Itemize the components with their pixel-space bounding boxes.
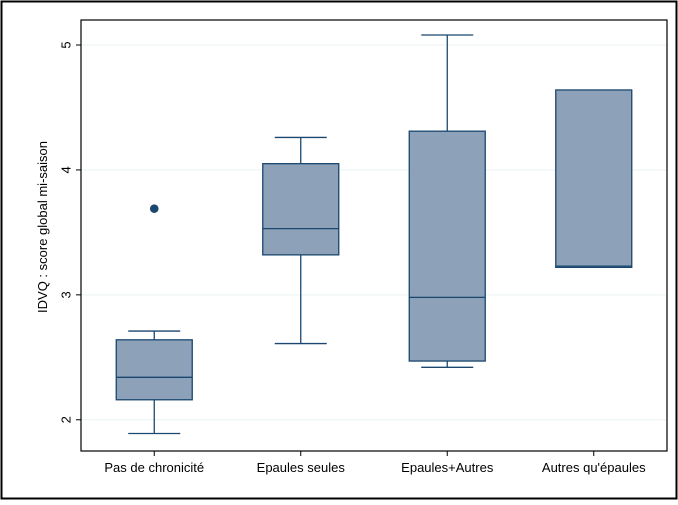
box-iqr <box>408 130 486 362</box>
y-axis-ticks: 2 3 4 5 <box>58 41 81 423</box>
x-axis-ticks: Pas de chronicité Epaules seules Epaules+A… <box>104 451 646 475</box>
x-tick-label: Epaules seules <box>257 460 346 475</box>
plot-frame <box>80 19 668 452</box>
box-group <box>115 204 193 435</box>
box-group <box>555 89 633 269</box>
grid-lines <box>81 44 667 421</box>
x-tick-label: Autres qu'épaules <box>542 460 646 475</box>
y-axis-label: IDVQ : score global mi-saison <box>35 141 50 313</box>
box-group <box>262 136 340 345</box>
box-iqr <box>555 89 633 269</box>
box-iqr <box>115 339 193 401</box>
y-tick-label: 2 <box>58 416 73 423</box>
y-tick-label: 4 <box>58 166 73 173</box>
box-iqr <box>262 163 340 256</box>
x-tick-label: Pas de chronicité <box>104 460 204 475</box>
boxes-layer <box>115 34 633 435</box>
y-tick-label: 3 <box>58 291 73 298</box>
outlier-point <box>149 204 159 213</box>
y-tick-label: 5 <box>58 41 73 48</box>
x-tick-label: Epaules+Autres <box>401 460 494 475</box>
box-group <box>408 34 486 368</box>
